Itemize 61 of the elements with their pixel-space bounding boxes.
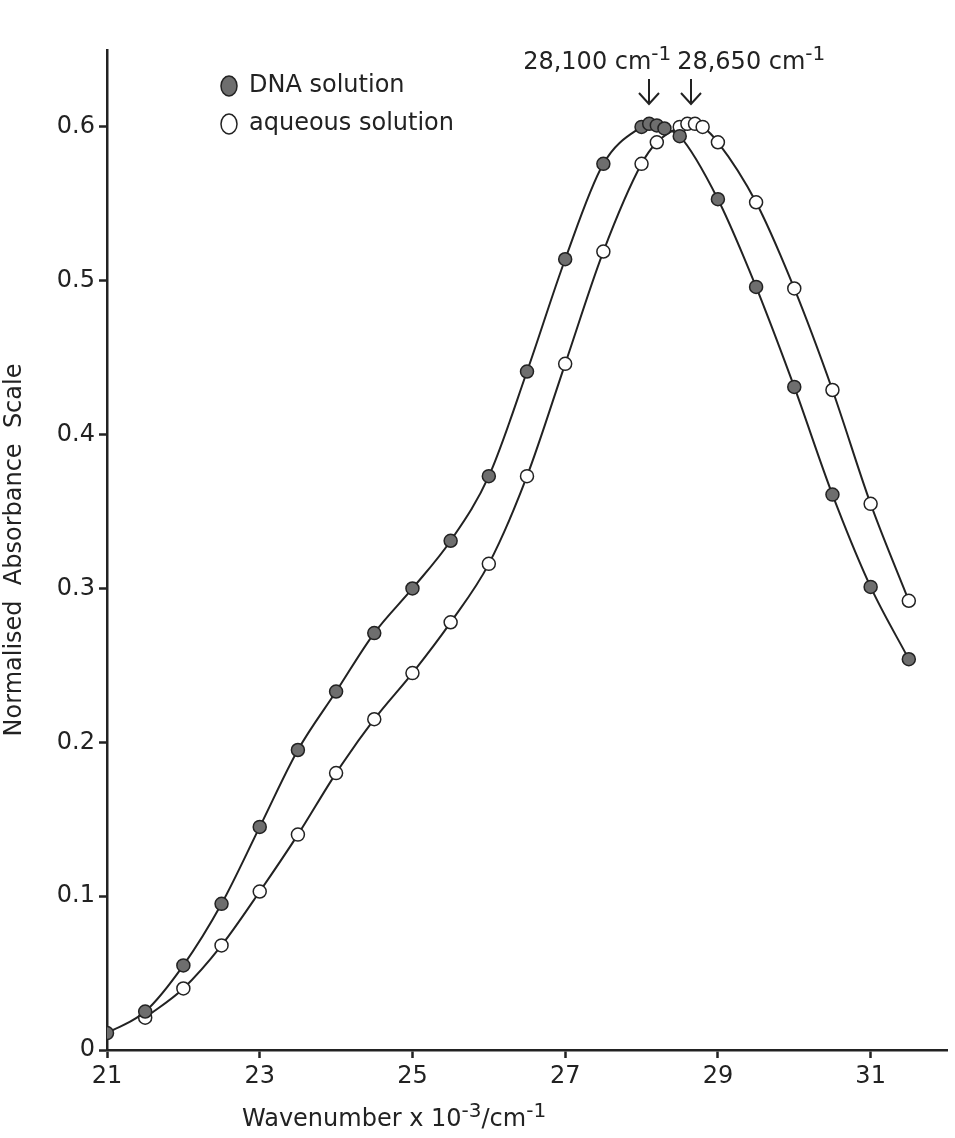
point [405,665,420,681]
point [405,581,420,596]
point [657,121,672,136]
x-tick-label: 25 [397,1060,428,1089]
x-axis-title: Wavenumber x 10$^{-3}$/cm$^{-1}$ [242,1098,547,1132]
x-tick-label: 29 [702,1060,734,1089]
annotation: 28,650 cm$^{-1}$ [677,40,826,75]
point [252,819,267,835]
point [481,468,497,484]
point [176,981,191,996]
x-tick-label: 21 [91,1060,123,1089]
point [176,958,191,973]
point [710,135,726,150]
point [710,191,726,207]
point [137,1004,153,1019]
point [634,156,649,172]
annotation: 28,100 cm$^{-1}$ [523,40,672,75]
x-tick-label: 27 [549,1060,581,1089]
point [695,119,710,135]
y-tick-label: 0 [79,1034,95,1063]
x-tick-label: 31 [855,1060,886,1089]
y-tick-label: 0.1 [56,880,95,909]
point [596,156,611,172]
point [443,615,458,630]
point [863,496,878,512]
point [519,468,535,484]
x-tick-label: 23 [244,1060,275,1089]
point [748,279,764,295]
point [825,487,840,502]
point [367,625,382,641]
point [481,556,497,572]
legend-label: aqueous solution [249,108,454,137]
y-tick-label: 0.3 [56,572,95,601]
point [214,896,229,912]
point [787,379,802,395]
legend-label: DNA solution [249,70,405,99]
y-tick-label: 0.6 [56,111,95,140]
point [519,364,535,379]
point [596,244,611,259]
point [557,251,573,267]
point [649,135,665,150]
point [557,356,573,372]
point [825,382,840,398]
point [290,742,306,758]
point [901,593,917,609]
y-tick-label: 0.4 [56,418,95,447]
point [443,533,458,549]
point [672,128,687,144]
point [787,281,802,296]
y-tick-label: 0.5 [56,265,95,293]
point [328,765,344,781]
point [748,195,764,210]
point [863,579,878,595]
y-axis-title: Normalised Absorbance Scale [0,363,27,737]
point [252,884,267,899]
point [367,711,382,727]
point [214,938,229,953]
point [290,827,306,842]
point [328,684,344,699]
y-tick-label: 0.2 [56,726,95,755]
point [901,651,917,667]
